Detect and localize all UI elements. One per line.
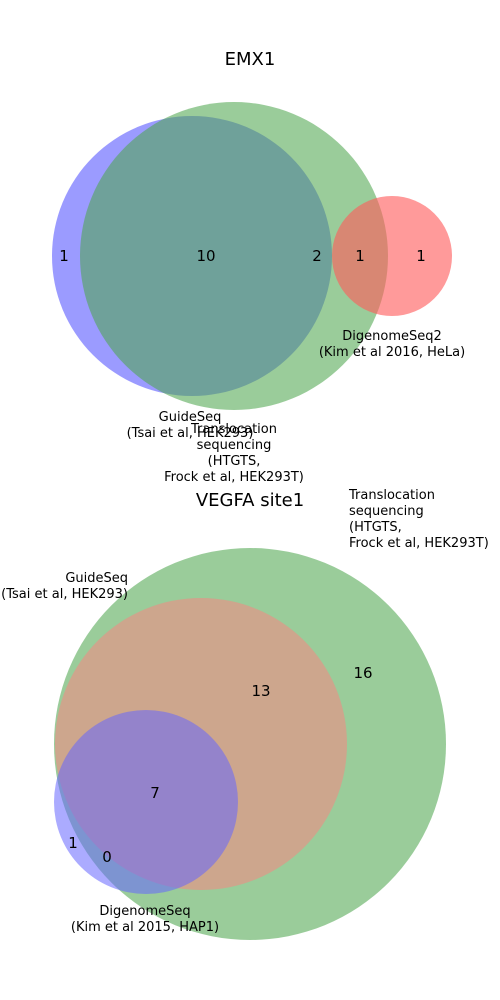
region-count: 1 xyxy=(59,247,69,265)
set-label: GuideSeq (Tsai et al, HEK293) xyxy=(127,410,254,441)
set-label-line: GuideSeq xyxy=(65,571,128,586)
set-label-line: (HTGTS, xyxy=(208,454,261,469)
set-label-line: GuideSeq xyxy=(159,410,222,425)
set-label: DigenomeSeq2 (Kim et al 2016, HeLa) xyxy=(319,329,465,360)
set-label-line: (Kim et al 2015, HAP1) xyxy=(71,920,219,935)
set-label-line: Frock et al, HEK293T) xyxy=(349,536,489,551)
set-circle-translocation xyxy=(80,102,388,410)
region-count: 1 xyxy=(355,247,365,265)
region-count: 10 xyxy=(196,247,215,265)
set-label-line: sequencing xyxy=(197,438,272,453)
set-label-line: DigenomeSeq2 xyxy=(342,329,442,344)
set-label-line: (HTGTS, xyxy=(349,520,402,535)
venn-vegfa-site1: VEGFA site1 1 0 7 13 16 GuideSeq (Tsai et… xyxy=(1,488,489,940)
region-count: 1 xyxy=(68,834,78,852)
set-label-line: Translocation xyxy=(348,488,435,503)
set-label-line: DigenomeSeq xyxy=(99,904,190,919)
set-label-line: (Kim et al 2016, HeLa) xyxy=(319,345,465,360)
region-count: 16 xyxy=(353,664,372,682)
set-label: Translocation sequencing (HTGTS, Frock et a… xyxy=(164,422,304,485)
set-circle-digenomeseq xyxy=(54,710,238,894)
chart-title: EMX1 xyxy=(225,49,276,70)
region-count: 0 xyxy=(102,848,112,866)
region-count: 13 xyxy=(251,682,270,700)
set-label: Translocation sequencing (HTGTS, Frock et a… xyxy=(348,488,489,551)
chart-title: VEGFA site1 xyxy=(196,490,304,511)
set-label: DigenomeSeq (Kim et al 2015, HAP1) xyxy=(71,904,219,935)
set-label-line: Translocation xyxy=(190,422,277,437)
set-circle-digenomeseq2 xyxy=(332,196,452,316)
set-label-line: (Tsai et al, HEK293) xyxy=(127,426,254,441)
set-label: GuideSeq (Tsai et al, HEK293) xyxy=(1,571,128,602)
set-label-line: (Tsai et al, HEK293) xyxy=(1,587,128,602)
venn-emx1: EMX1 1 10 2 1 1 GuideSeq (Tsai et al, HEK… xyxy=(52,49,465,485)
region-count: 2 xyxy=(312,247,322,265)
region-count: 7 xyxy=(150,784,160,802)
region-count: 1 xyxy=(416,247,426,265)
set-label-line: Frock et al, HEK293T) xyxy=(164,470,304,485)
set-label-line: sequencing xyxy=(349,504,424,519)
